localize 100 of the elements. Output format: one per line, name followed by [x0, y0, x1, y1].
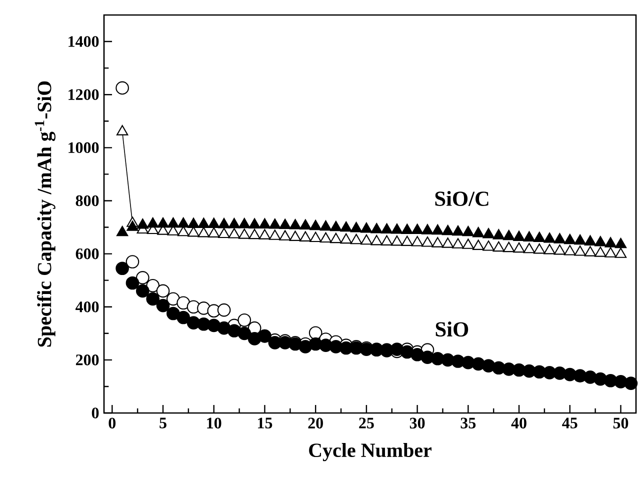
point	[472, 226, 484, 238]
point	[208, 227, 220, 238]
point	[360, 222, 372, 233]
point	[300, 219, 312, 230]
y-tick-label: 600	[76, 248, 99, 260]
point	[442, 238, 454, 248]
point	[411, 224, 424, 234]
point	[350, 222, 362, 232]
x-tick-label: 50	[613, 418, 628, 428]
point	[238, 218, 250, 228]
point	[136, 271, 150, 284]
point	[238, 313, 252, 327]
point	[126, 255, 140, 268]
annotation: SiO	[436, 322, 468, 337]
point	[391, 224, 403, 234]
point	[513, 242, 525, 253]
y-axis-title: Specific Capacity /mAh g$^{-1}$-SiO	[34, 81, 56, 347]
point	[176, 310, 190, 324]
point	[523, 231, 536, 242]
point	[126, 220, 138, 231]
point	[166, 306, 180, 320]
point	[198, 226, 210, 238]
point	[258, 229, 271, 240]
point	[340, 221, 352, 232]
point	[492, 229, 505, 240]
point	[462, 238, 474, 249]
point	[584, 246, 596, 256]
point	[248, 228, 260, 240]
y-tick-label: 1200	[68, 89, 99, 100]
point	[564, 234, 576, 244]
point	[279, 230, 291, 240]
point	[289, 219, 302, 230]
point	[310, 220, 322, 230]
point	[594, 246, 606, 257]
point	[269, 230, 281, 240]
point	[503, 242, 515, 252]
point	[574, 246, 586, 256]
point	[330, 232, 342, 244]
point	[178, 217, 190, 228]
point	[380, 235, 393, 246]
point	[350, 234, 362, 244]
point	[482, 240, 494, 251]
point	[116, 226, 128, 236]
point	[574, 234, 586, 245]
point	[422, 236, 434, 247]
point	[238, 228, 250, 239]
point	[156, 284, 170, 298]
point	[452, 238, 464, 248]
point	[554, 233, 566, 244]
point	[188, 218, 200, 228]
point	[330, 220, 342, 232]
point	[176, 296, 190, 310]
point	[452, 225, 464, 236]
point	[482, 359, 496, 372]
point	[513, 230, 525, 241]
point	[198, 218, 210, 228]
point	[410, 348, 424, 362]
point	[482, 228, 494, 238]
x-tick-label: 35	[460, 418, 476, 428]
x-tick-label: 0	[108, 418, 116, 428]
y-tick-label: 1400	[68, 36, 99, 47]
x-tick-label: 45	[562, 418, 578, 428]
point	[320, 232, 332, 243]
x-tick-label: 20	[308, 418, 323, 428]
point	[248, 332, 262, 346]
y-tick-label: 1000	[68, 142, 99, 154]
y-tick-label: 800	[76, 195, 99, 206]
point	[320, 220, 332, 231]
point	[604, 247, 616, 258]
point	[248, 218, 260, 228]
point	[604, 237, 616, 248]
point	[136, 284, 150, 298]
point	[411, 236, 424, 246]
point	[218, 218, 230, 228]
annotation: SiO/C	[435, 190, 488, 206]
point	[370, 234, 382, 246]
point	[544, 244, 556, 254]
x-axis-title: Cycle Number	[309, 443, 432, 462]
point	[523, 242, 536, 254]
point	[442, 224, 454, 236]
point	[136, 218, 149, 229]
point	[503, 230, 515, 240]
y-tick-label: 0	[92, 408, 99, 418]
point	[116, 125, 128, 136]
point	[432, 224, 444, 235]
point	[564, 245, 576, 256]
point	[126, 276, 140, 290]
point	[370, 222, 382, 234]
point	[116, 262, 129, 276]
x-tick-label: 5	[160, 418, 166, 428]
y-tick-label: 200	[76, 354, 99, 366]
point	[289, 230, 302, 241]
point	[422, 224, 434, 234]
point	[472, 240, 484, 250]
point	[554, 244, 566, 255]
point	[157, 217, 169, 228]
point	[146, 217, 159, 228]
point	[298, 340, 312, 354]
x-tick-label: 10	[207, 418, 222, 428]
point	[360, 234, 372, 245]
